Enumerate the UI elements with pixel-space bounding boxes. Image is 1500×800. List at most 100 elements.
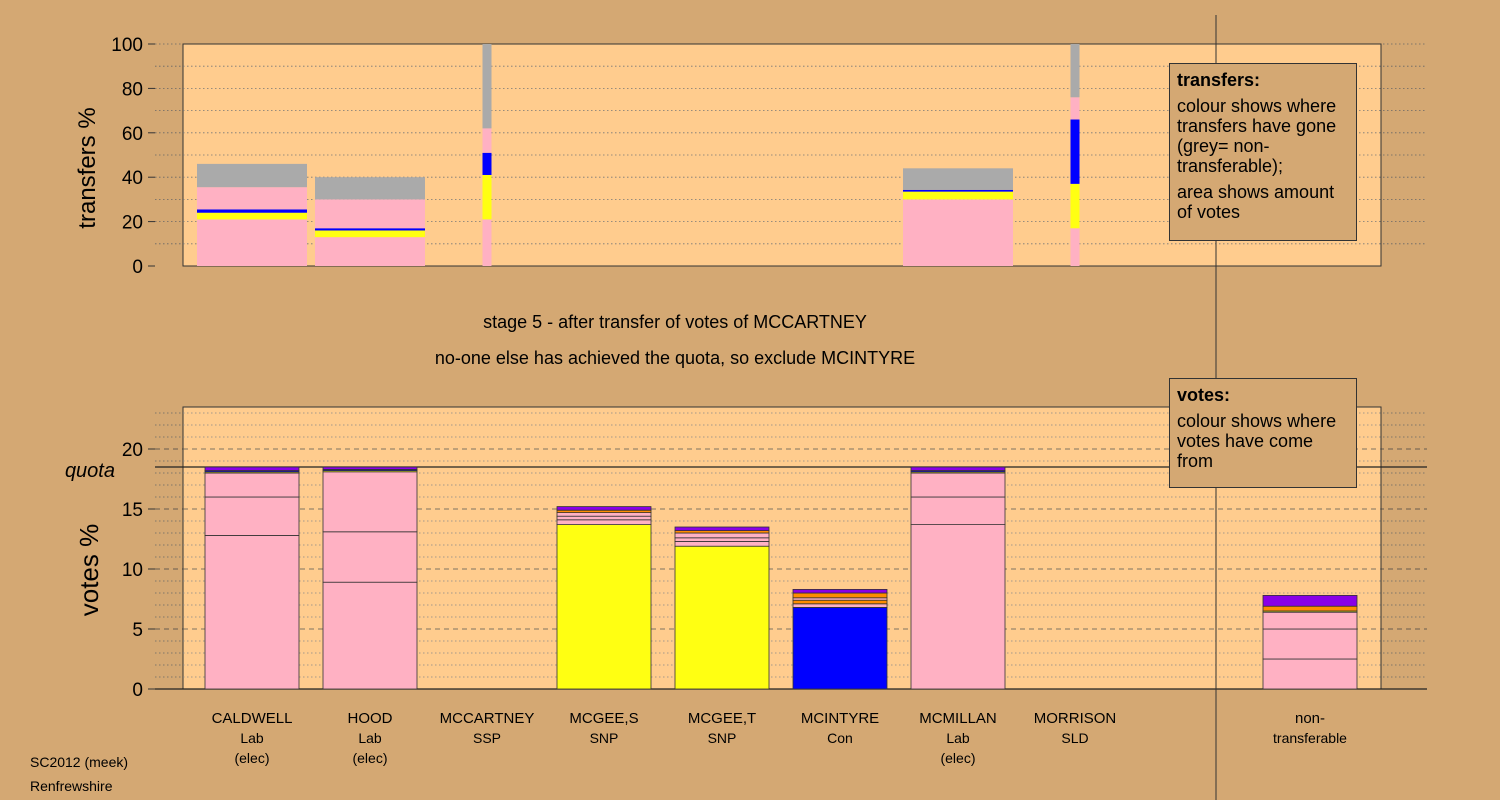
transfer-segment bbox=[482, 44, 492, 129]
votes-y-axis: 0 5 10 15 20 bbox=[122, 440, 155, 701]
transfer-segment bbox=[482, 128, 492, 153]
vote-bar bbox=[792, 589, 888, 690]
vote-segment bbox=[910, 496, 1006, 526]
transfer-segment bbox=[903, 199, 1013, 266]
candidate-label: (elec) bbox=[940, 750, 975, 766]
transfers-bars bbox=[197, 44, 1080, 266]
candidate-label: SNP bbox=[708, 730, 737, 746]
y-tick-label: 80 bbox=[122, 79, 143, 100]
candidate-label: HOOD bbox=[348, 710, 393, 727]
vote-segment bbox=[792, 599, 888, 605]
vote-segment bbox=[322, 466, 418, 470]
candidate-label: transferable bbox=[1273, 730, 1347, 746]
y-tick-label: 20 bbox=[122, 440, 143, 461]
transfer-segment bbox=[197, 163, 307, 188]
vote-bar bbox=[1262, 595, 1358, 690]
candidate-label: MCMILLAN bbox=[919, 710, 997, 727]
vote-segment bbox=[674, 537, 770, 542]
candidate-label: MCGEE,S bbox=[569, 710, 638, 727]
candidate-label: MCCARTNEY bbox=[440, 710, 535, 727]
transfer-segment bbox=[315, 228, 425, 231]
transfer-segment bbox=[482, 174, 492, 220]
vote-segment bbox=[1262, 595, 1358, 607]
transfer-segment bbox=[903, 189, 1013, 192]
vote-bar bbox=[556, 506, 652, 690]
vote-segment bbox=[910, 466, 1006, 471]
votes-legend-text1: colour shows where votes have come from bbox=[1177, 411, 1337, 471]
transfer-segment bbox=[482, 152, 492, 175]
vote-segment bbox=[556, 512, 652, 517]
transfer-segment bbox=[197, 209, 307, 213]
transfer-segment bbox=[1070, 97, 1080, 120]
vote-segment bbox=[910, 524, 1006, 690]
y-tick-label: 15 bbox=[122, 500, 143, 521]
transfer-segment bbox=[1070, 119, 1080, 184]
transfers-legend: transfers: colour shows where transfers … bbox=[1169, 63, 1357, 241]
vote-bar bbox=[204, 466, 300, 690]
y-tick-label: 0 bbox=[132, 257, 143, 278]
transfer-column bbox=[482, 44, 492, 266]
candidate-label: (elec) bbox=[234, 750, 269, 766]
transfer-column bbox=[197, 163, 307, 266]
vote-segment bbox=[674, 532, 770, 539]
candidate-label: SLD bbox=[1061, 730, 1088, 746]
transfer-column bbox=[1070, 44, 1080, 266]
vote-segment bbox=[674, 545, 770, 690]
vote-segment bbox=[1262, 605, 1358, 612]
vote-segment bbox=[1262, 628, 1358, 660]
transfer-segment bbox=[903, 168, 1013, 190]
transfer-segment bbox=[315, 230, 425, 238]
votes-legend-heading: votes: bbox=[1177, 385, 1231, 405]
vote-segment bbox=[792, 603, 888, 608]
vote-segment bbox=[204, 535, 300, 690]
transfer-segment bbox=[1070, 183, 1080, 229]
vote-segment bbox=[556, 515, 652, 521]
candidate-label: SSP bbox=[473, 730, 501, 746]
transfer-segment bbox=[315, 177, 425, 200]
transfer-segment bbox=[315, 199, 425, 229]
transfer-column bbox=[315, 177, 425, 266]
transfer-segment bbox=[1070, 228, 1080, 266]
votes-bars bbox=[204, 466, 1358, 690]
vote-segment bbox=[910, 472, 1006, 498]
y-tick-label: 20 bbox=[122, 213, 143, 234]
vote-segment bbox=[204, 466, 300, 471]
vote-segment bbox=[1262, 611, 1358, 630]
vote-segment bbox=[322, 471, 418, 533]
candidate-label: Lab bbox=[240, 730, 264, 746]
vote-segment bbox=[556, 519, 652, 525]
vote-bar bbox=[910, 466, 1006, 690]
candidate-label: SNP bbox=[590, 730, 619, 746]
transfer-segment bbox=[482, 219, 492, 266]
candidate-label: MCGEE,T bbox=[688, 710, 756, 727]
transfer-segment bbox=[197, 212, 307, 220]
transfer-segment bbox=[903, 191, 1013, 200]
candidate-label: Con bbox=[827, 730, 853, 746]
candidate-label: Lab bbox=[946, 730, 970, 746]
vote-segment bbox=[792, 592, 888, 599]
candidate-label: (elec) bbox=[352, 750, 387, 766]
stage-subtitle: no-one else has achieved the quota, so e… bbox=[434, 348, 916, 368]
votes-legend: votes: colour shows where votes have com… bbox=[1169, 378, 1357, 488]
vote-segment bbox=[204, 472, 300, 498]
candidate-label: non- bbox=[1295, 710, 1325, 727]
y-tick-label: 0 bbox=[132, 680, 143, 701]
transfer-column bbox=[903, 168, 1013, 266]
candidate-label: MCINTYRE bbox=[801, 710, 879, 727]
vote-segment bbox=[792, 589, 888, 594]
candidate-label: CALDWELL bbox=[212, 710, 293, 727]
vote-bar bbox=[674, 526, 770, 690]
vote-segment bbox=[322, 531, 418, 583]
votes-y-label: votes % bbox=[74, 524, 104, 617]
transfer-segment bbox=[197, 187, 307, 210]
vote-segment bbox=[1262, 658, 1358, 690]
y-tick-label: 60 bbox=[122, 124, 143, 145]
vote-bar bbox=[322, 466, 418, 690]
y-tick-label: 100 bbox=[111, 35, 143, 56]
candidate-label: Lab bbox=[358, 730, 382, 746]
transfer-segment bbox=[1070, 44, 1080, 98]
vote-segment bbox=[792, 607, 888, 690]
transfer-segment bbox=[197, 219, 307, 266]
vote-segment bbox=[204, 496, 300, 536]
y-tick-label: 5 bbox=[132, 620, 143, 641]
